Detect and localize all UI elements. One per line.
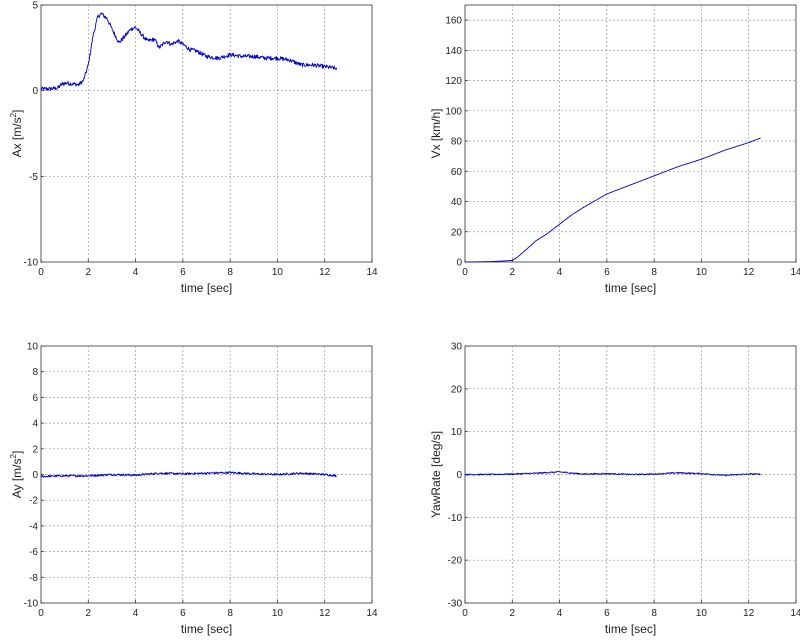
x-tick-label: 4 xyxy=(133,267,139,278)
series-line-ay xyxy=(40,471,337,478)
chart-ax: 0 2 4 6 8 10 12 14 -10 -5 0 5 time [sec] Ax [m/s2] xyxy=(9,1,378,296)
y-axis-label: Vx [km/h] xyxy=(429,108,443,158)
y-tick-label: 80 xyxy=(451,137,463,148)
y-tick-label: 5 xyxy=(32,1,38,12)
x-tick-label: 12 xyxy=(319,608,331,619)
x-tick-label: 6 xyxy=(604,267,610,278)
plot-area-vx xyxy=(464,4,797,263)
x-tick-label: 12 xyxy=(319,267,331,278)
y-tick-label: 60 xyxy=(451,167,463,178)
x-tick-label: 10 xyxy=(696,608,708,619)
y-tick-label: 20 xyxy=(451,227,463,238)
y-axis-label: Ay [m/s2] xyxy=(9,451,24,499)
y-tick-label: 10 xyxy=(27,342,39,353)
y-tick-label: -4 xyxy=(29,521,38,532)
series-line-ax xyxy=(40,12,337,91)
y-tick-label: 40 xyxy=(451,197,463,208)
x-tick-label: 4 xyxy=(557,267,563,278)
series-line-yawrate xyxy=(464,470,761,477)
x-tick-label: 14 xyxy=(790,608,800,619)
y-axis-label: YawRate [deg/s] xyxy=(429,431,443,518)
y-tick-label: 160 xyxy=(445,16,462,27)
y-tick-label: 10 xyxy=(451,427,463,438)
x-axis-label: time [sec] xyxy=(181,622,232,636)
x-tick-label: 6 xyxy=(180,608,186,619)
y-tick-label: 2 xyxy=(32,444,38,455)
x-axis-label: time [sec] xyxy=(605,281,656,295)
x-tick-label: 0 xyxy=(462,267,468,278)
x-tick-label: 14 xyxy=(366,608,378,619)
y-tick-label: 4 xyxy=(32,419,38,430)
plot-area-ax xyxy=(40,4,373,263)
series-line-vx xyxy=(464,137,761,263)
y-tick-label: -6 xyxy=(29,547,38,558)
x-tick-label: 0 xyxy=(38,608,44,619)
y-tick-label: -10 xyxy=(24,258,39,269)
x-tick-label: 8 xyxy=(227,267,233,278)
y-tick-label: 140 xyxy=(445,46,462,57)
x-tick-label: 14 xyxy=(366,267,378,278)
y-tick-label: 0 xyxy=(456,470,462,481)
x-tick-label: 6 xyxy=(180,267,186,278)
x-tick-label: 0 xyxy=(462,608,468,619)
x-tick-label: 6 xyxy=(604,608,610,619)
x-tick-label: 12 xyxy=(743,608,755,619)
x-tick-label: 8 xyxy=(227,608,233,619)
y-tick-label: 0 xyxy=(32,470,38,481)
x-tick-label: 2 xyxy=(86,267,92,278)
x-tick-label: 8 xyxy=(651,608,657,619)
y-tick-label: 6 xyxy=(32,393,38,404)
x-tick-label: 2 xyxy=(86,608,92,619)
y-tick-label: -10 xyxy=(24,599,39,610)
x-tick-label: 14 xyxy=(790,267,800,278)
y-tick-label: 30 xyxy=(451,342,463,353)
y-tick-label: -8 xyxy=(29,573,38,584)
y-tick-label: -2 xyxy=(29,496,38,507)
y-tick-label: 0 xyxy=(32,86,38,97)
y-tick-label: 20 xyxy=(451,384,463,395)
y-tick-label: 8 xyxy=(32,367,38,378)
x-axis-label: time [sec] xyxy=(181,281,232,295)
y-tick-label: 0 xyxy=(456,258,462,269)
y-axis-label: Ax [m/s2] xyxy=(9,110,24,158)
y-tick-label: 120 xyxy=(445,76,462,87)
x-tick-label: 10 xyxy=(272,608,284,619)
x-tick-label: 10 xyxy=(272,267,284,278)
y-tick-label: 100 xyxy=(445,106,462,117)
y-tick-label: -5 xyxy=(29,172,38,183)
y-tick-label: -10 xyxy=(448,513,463,524)
x-tick-label: 10 xyxy=(696,267,708,278)
y-tick-label: -20 xyxy=(448,556,463,567)
y-tick-label: -30 xyxy=(448,599,463,610)
x-tick-label: 12 xyxy=(743,267,755,278)
x-tick-label: 4 xyxy=(557,608,563,619)
chart-yawrate: 0 2 4 6 8 10 12 14 -30 -20 -10 0 10 20 30 time [sec] Yaw… xyxy=(429,342,800,637)
x-tick-label: 2 xyxy=(510,608,516,619)
chart-ay: 0 2 4 6 8 10 12 14 -10 -8 -6 -4 -2 0 2 4 6 8 10 time [sec] A… xyxy=(9,342,378,637)
x-tick-label: 2 xyxy=(510,267,516,278)
x-tick-label: 4 xyxy=(133,608,139,619)
x-axis-label: time [sec] xyxy=(605,622,656,636)
x-tick-label: 0 xyxy=(38,267,44,278)
x-tick-label: 8 xyxy=(651,267,657,278)
